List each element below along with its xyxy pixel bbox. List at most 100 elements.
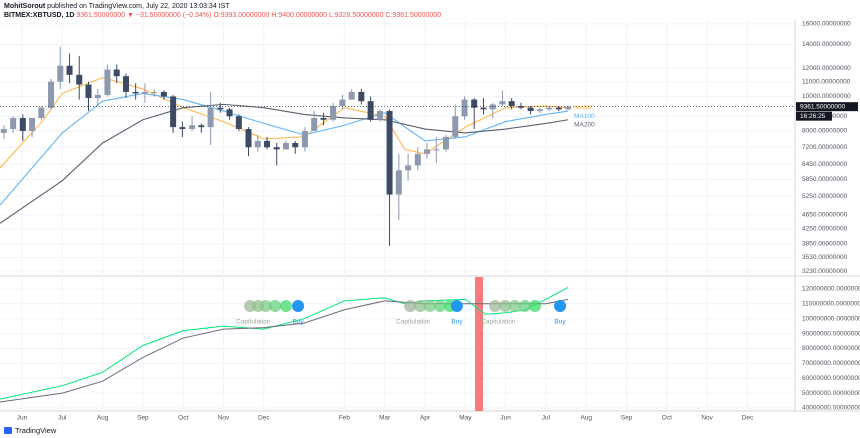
candle-body	[254, 140, 261, 148]
author: MohitSorout	[4, 3, 46, 10]
price-badge	[796, 102, 858, 112]
capitulation-dot	[518, 300, 531, 312]
candle-body	[207, 107, 214, 128]
candle-body	[311, 117, 318, 131]
candle-body	[151, 91, 158, 93]
y-tick-label: 14000.00000000	[802, 41, 851, 48]
capitulation-dot	[508, 300, 521, 312]
candle-body	[198, 125, 205, 128]
y-tick-label: 12000.00000000	[802, 65, 851, 72]
grid	[0, 20, 798, 411]
candle-body	[132, 91, 139, 94]
x-tick-label: Jul	[58, 415, 67, 422]
y-tick-label: 80000000.00000000	[802, 345, 860, 352]
capitulation-dot	[489, 300, 502, 312]
published: published on TradingView.com, July 22, 2…	[47, 3, 230, 10]
candle-body	[273, 147, 280, 150]
x-tick-label: Oct	[662, 415, 672, 422]
x-tick-label: Sep	[621, 415, 633, 422]
candle-body	[367, 101, 374, 120]
candle-body	[499, 101, 506, 105]
candle-body	[442, 136, 449, 150]
buy-label: Buy	[554, 319, 566, 326]
candle-body	[292, 142, 299, 148]
candle-body	[414, 153, 421, 166]
capitulation-dot	[259, 300, 272, 312]
x-tick-label: Oct	[178, 415, 188, 422]
ohlc-low: L:9328.50000000	[329, 12, 384, 19]
capitulation-dot	[423, 300, 436, 312]
candle-body	[405, 165, 412, 171]
x-tick-label: Aug	[97, 415, 109, 422]
price: 9361.50000000	[76, 12, 125, 19]
candle-body	[122, 76, 129, 92]
y-tick-label: 4250.00000000	[802, 225, 848, 232]
candle-body	[10, 117, 17, 130]
ohlc-close: C:9361.50000000	[385, 12, 441, 19]
candle-body	[189, 125, 196, 130]
capitulation-dot	[499, 300, 512, 312]
y-tick-label: 60000000.00000000	[802, 375, 860, 382]
buy-label: Buy	[451, 319, 463, 326]
candle-body	[433, 149, 440, 151]
ma-label: MA50	[574, 104, 591, 111]
candle-body	[282, 142, 289, 150]
candle-body	[104, 69, 111, 95]
ma-label: MA100	[574, 113, 595, 120]
symbol: BITMEX:XBTUSD, 1D	[4, 12, 74, 19]
buy-dot	[450, 300, 463, 312]
candle-body	[264, 140, 271, 148]
candle-body	[461, 99, 468, 117]
logo	[4, 427, 12, 434]
capitulation-dot	[269, 300, 282, 312]
y-tick-label: 120000000.00000000	[802, 286, 860, 293]
capitulation-dot	[433, 300, 446, 312]
moving-average	[0, 103, 569, 224]
capitulation-dot	[279, 300, 292, 312]
candle-body	[245, 129, 252, 148]
footer-brand: TradingView	[15, 426, 57, 435]
candle-body	[339, 99, 346, 107]
y-tick-label: 11000.00000000	[802, 78, 851, 85]
buy-label: Buy	[292, 319, 304, 326]
x-tick-label: Dec	[258, 415, 270, 422]
candle-body	[66, 65, 73, 75]
y-tick-label: 70000000.00000000	[802, 360, 860, 367]
capitulation-label: Capitulation	[481, 319, 516, 326]
candle-body	[565, 106, 572, 110]
candle-body	[179, 127, 186, 130]
x-tick-label: Jun	[17, 415, 28, 422]
buy-dot	[554, 300, 567, 312]
capitulation-dot	[404, 300, 417, 312]
candle-body	[85, 84, 92, 99]
candle-body	[386, 111, 393, 195]
symbol-line: BITMEX:XBTUSD, 1D 9361.50000000 ▼ −31.50…	[4, 12, 441, 19]
candle-body	[94, 94, 101, 99]
countdown-label: 16:26:25	[800, 113, 826, 120]
candle-body	[160, 91, 167, 97]
x-tick-label: Nov	[218, 415, 230, 422]
candle-body	[235, 116, 242, 130]
candle-body	[555, 107, 562, 110]
candle-body	[546, 107, 553, 110]
y-tick-label: 6450.00000000	[802, 161, 848, 168]
capitulation-label: Capitulation	[236, 319, 271, 326]
y-tick-label: 3530.00000000	[802, 254, 848, 261]
x-tick-label: Jul	[542, 415, 551, 422]
y-tick-label: 3230.00000000	[802, 268, 848, 275]
candle-body	[57, 65, 64, 82]
candle-body	[348, 91, 355, 100]
y-tick-label: 7200.00000000	[802, 144, 848, 151]
candle-body	[217, 107, 224, 110]
x-tick-label: Jun	[500, 415, 511, 422]
candle-body	[527, 107, 534, 112]
x-tick-label: Mar	[379, 415, 391, 422]
candle-body	[452, 116, 459, 137]
candle-body	[517, 106, 524, 108]
y-tick-label: 40000000.00000000	[802, 405, 860, 412]
y-tick-label: 50000000.00000000	[802, 390, 860, 397]
y-tick-label: 4650.00000000	[802, 212, 848, 219]
x-tick-label: Nov	[701, 415, 713, 422]
candle-body	[76, 74, 83, 85]
